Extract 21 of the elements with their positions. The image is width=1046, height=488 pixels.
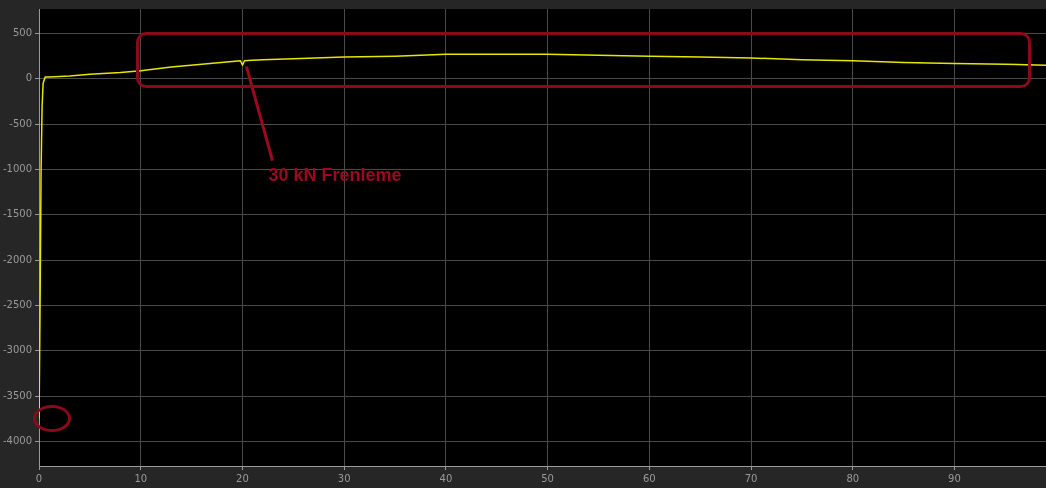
y-tick-label: 0 — [25, 72, 33, 84]
y-tick-label: -3000 — [3, 344, 33, 356]
x-tick-label: 60 — [642, 472, 656, 484]
x-tick-label: 90 — [948, 472, 961, 484]
annotation: 30 kN Frenleme — [268, 164, 402, 185]
x-tick-label: 20 — [236, 472, 249, 484]
y-tick-label: -2500 — [3, 299, 33, 311]
y-tick-label: -1000 — [3, 163, 33, 175]
y-tick-label: -1500 — [3, 208, 33, 220]
y-tick-label: 500 — [12, 27, 33, 39]
y-tick-label: -3500 — [3, 389, 33, 401]
x-tick-label: 70 — [744, 472, 758, 484]
x-tick-label: 40 — [439, 472, 453, 484]
y-tick-label: -4000 — [3, 435, 33, 447]
x-tick-label: 30 — [337, 472, 351, 484]
x-tick-label: 50 — [541, 472, 554, 484]
x-tick-label: 10 — [134, 472, 148, 484]
y-tick-label: -500 — [9, 117, 33, 129]
y-tick-label: -2000 — [3, 253, 33, 265]
x-tick-label: 0 — [35, 472, 43, 484]
x-tick-label: 80 — [846, 472, 860, 484]
